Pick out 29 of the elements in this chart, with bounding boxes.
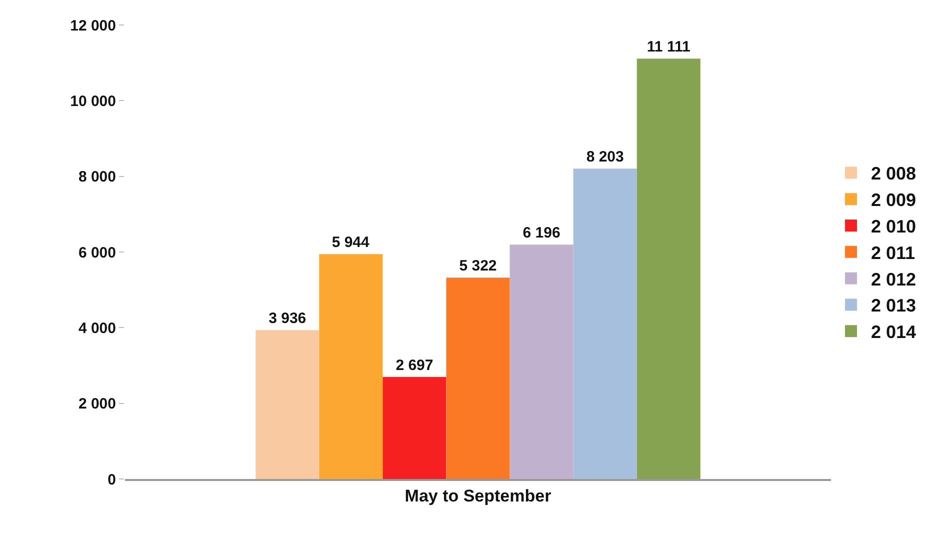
legend-label: 2 009	[871, 190, 916, 210]
bar	[573, 168, 637, 479]
y-tick-label: 6 000	[78, 244, 116, 262]
bar	[446, 278, 510, 479]
legend-label: 2 014	[871, 322, 916, 342]
legend-label: 2 008	[871, 164, 916, 184]
bar	[319, 254, 383, 479]
data-label: 5 944	[332, 234, 370, 252]
bar	[382, 376, 446, 479]
data-label: 5 322	[459, 258, 497, 275]
data-label: 8 203	[586, 148, 624, 166]
data-label: 6 196	[522, 224, 560, 242]
y-tick-label: 12 000	[70, 17, 116, 34]
y-tick-label: 10 000	[70, 92, 116, 110]
data-label: 3 936	[268, 310, 306, 328]
legend-label: 2 010	[871, 216, 916, 237]
x-tick-label: May to September	[404, 486, 552, 506]
bar	[636, 58, 700, 479]
legend-label: 2 013	[871, 296, 916, 316]
data-label: 2 697	[396, 356, 434, 374]
legend-label: 2 012	[871, 269, 916, 290]
bar	[256, 330, 320, 479]
legend-label: 2 011	[871, 242, 916, 263]
y-tick-label: 4 000	[78, 320, 116, 337]
bar	[510, 244, 574, 479]
data-label: 11 111	[646, 38, 690, 56]
y-tick-label: 0	[108, 471, 116, 488]
y-tick-label: 8 000	[78, 168, 116, 186]
y-tick-label: 2 000	[78, 396, 116, 413]
